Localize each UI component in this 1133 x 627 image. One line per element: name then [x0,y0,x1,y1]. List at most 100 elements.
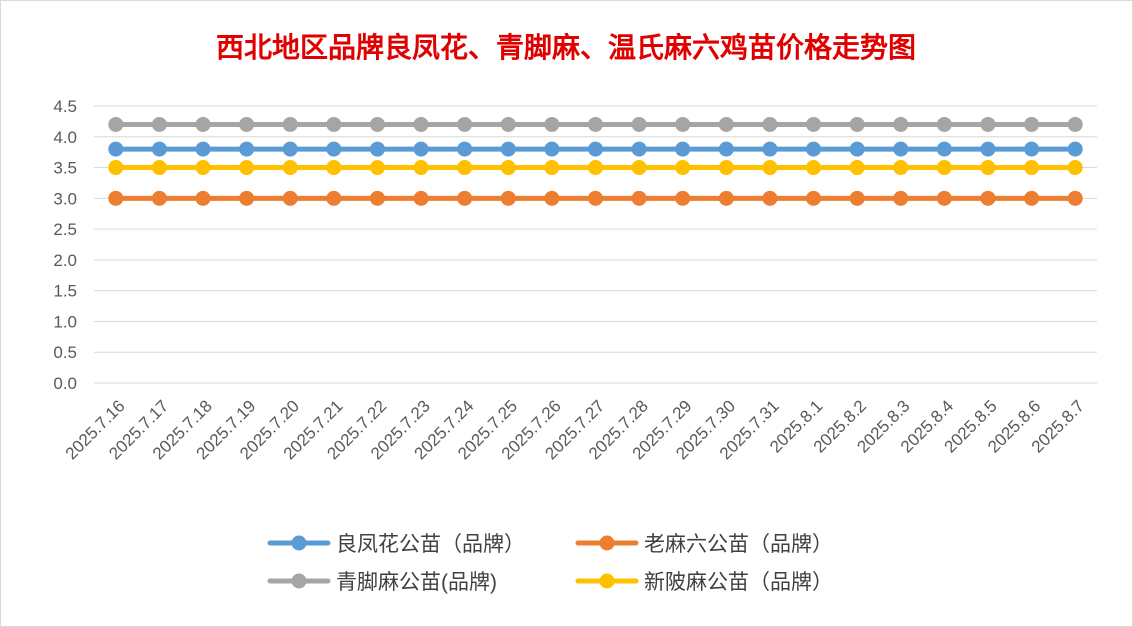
data-point [544,141,560,157]
data-point [762,160,778,176]
data-point [631,160,647,176]
y-tick-label: 1.5 [53,282,77,301]
data-point [849,190,865,206]
data-point [151,116,167,132]
y-axis-ticks: 0.0 0.5 1.0 1.5 2.0 2.5 3.0 3.5 4.0 4.5 [53,97,77,393]
y-tick-label: 3.0 [53,189,77,208]
data-point [282,141,298,157]
legend-swatch-marker [291,573,307,589]
data-point [849,141,865,157]
legend-label: 良凤花公苗（品牌） [336,533,525,556]
data-point [1024,141,1040,157]
data-point [413,116,429,132]
data-point [500,190,516,206]
data-point [108,141,124,157]
legend-swatch-marker [599,535,615,551]
y-tick-label: 1.0 [53,312,77,331]
data-point [282,160,298,176]
data-point [893,141,909,157]
data-point [936,190,952,206]
data-point [631,116,647,132]
data-point [457,190,473,206]
y-tick-label: 2.0 [53,251,77,270]
data-point [151,141,167,157]
data-point [718,160,734,176]
data-point [282,116,298,132]
data-point [675,141,691,157]
data-point [1067,190,1083,206]
data-point [1024,116,1040,132]
data-point [1067,141,1083,157]
data-point [195,116,211,132]
data-point [239,160,255,176]
data-point [588,190,603,206]
y-tick-label: 0.5 [53,343,77,362]
data-point [893,160,909,176]
data-point [457,160,473,176]
data-point [108,116,124,132]
y-tick-label: 4.0 [53,128,77,147]
data-point [762,116,778,132]
data-point [239,190,255,206]
legend-swatch-marker [599,573,615,589]
data-point [239,116,255,132]
data-point [544,116,560,132]
data-point [588,141,603,157]
data-point [195,190,211,206]
data-point [936,116,952,132]
data-point [195,160,211,176]
data-point [326,116,342,132]
data-point [457,141,473,157]
data-point [413,160,429,176]
data-point [718,116,734,132]
data-point [675,116,691,132]
legend-label: 老麻六公苗（品牌） [644,533,833,556]
data-point [326,160,342,176]
data-point [980,141,996,157]
data-point [849,160,865,176]
data-point [718,141,734,157]
legend-label: 新陂麻公苗（品牌） [644,571,833,594]
legend-label: 青脚麻公苗(品牌) [336,571,497,594]
data-point [413,190,429,206]
data-point [675,160,691,176]
series-group [108,116,1083,206]
y-tick-label: 4.5 [53,97,77,116]
data-point [500,141,516,157]
data-point [806,141,822,157]
data-point [195,141,211,157]
data-point [326,141,342,157]
y-tick-label: 0.0 [53,374,77,393]
chart-title: 西北地区品牌良凤花、青脚麻、温氏麻六鸡苗价格走势图 [216,31,916,64]
data-point [675,190,691,206]
data-point [108,190,124,206]
data-point [326,190,342,206]
legend-swatch-marker [291,535,307,551]
data-point [282,190,298,206]
data-point [239,141,255,157]
data-point [500,160,516,176]
data-point [369,141,385,157]
data-point [980,116,996,132]
data-point [631,190,647,206]
data-point [588,160,603,176]
data-point [588,116,603,132]
data-point [151,190,167,206]
data-point [1024,160,1040,176]
data-point [806,160,822,176]
data-point [980,190,996,206]
y-tick-label: 3.5 [53,159,77,178]
data-point [893,190,909,206]
data-point [1067,160,1083,176]
data-point [369,116,385,132]
data-point [369,160,385,176]
data-point [980,160,996,176]
data-point [369,190,385,206]
data-point [151,160,167,176]
data-point [631,141,647,157]
data-point [457,116,473,132]
data-point [936,160,952,176]
data-point [806,190,822,206]
